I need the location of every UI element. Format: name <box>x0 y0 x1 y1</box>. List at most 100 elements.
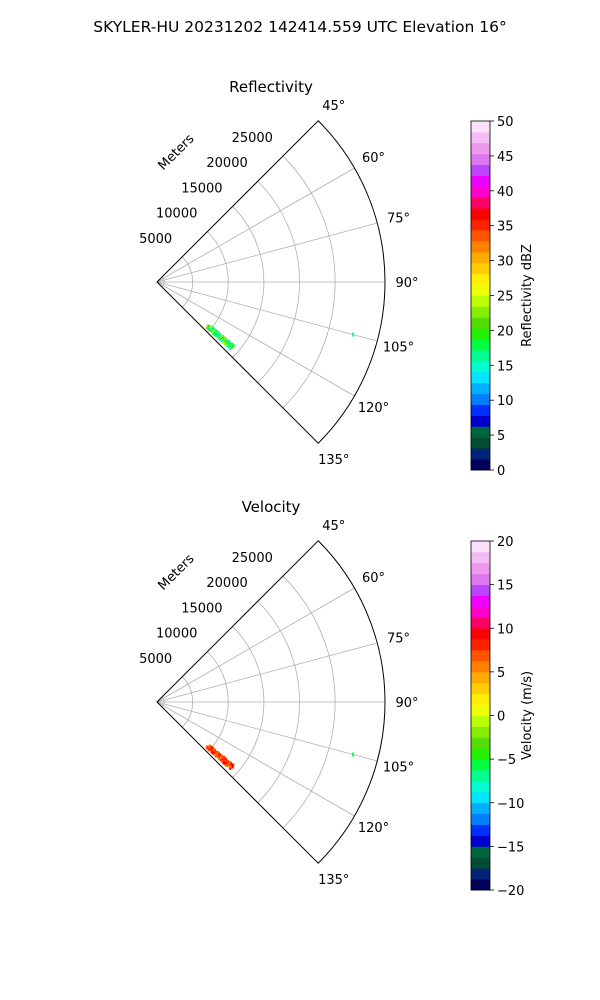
colorbar-segment <box>471 824 490 836</box>
colorbar-segment <box>471 671 490 684</box>
echo-gate <box>211 330 215 333</box>
colorbar-tick-label: −5 <box>497 753 516 768</box>
colorbar-segment <box>471 846 490 858</box>
colorbar-segment <box>471 328 490 340</box>
azimuth-gridline <box>156 222 378 283</box>
echo-gate <box>230 764 233 768</box>
radial-tick-label: 15000 <box>181 181 222 196</box>
colorbar-tick-label: 40 <box>497 185 514 200</box>
radial-axis-label: Meters <box>156 551 198 593</box>
colorbar-tick-label: 50 <box>497 115 514 130</box>
colorbar-segment <box>471 230 490 242</box>
colorbar-segment <box>471 573 490 586</box>
colorbar-segment <box>471 715 490 727</box>
echo-gate <box>229 767 232 770</box>
theta-tick-label: 60° <box>362 151 385 166</box>
echo-gate <box>224 762 227 765</box>
echo-gate <box>228 344 232 348</box>
colorbar-segment <box>471 617 490 629</box>
echo-gate <box>213 329 216 333</box>
echo-gate <box>208 744 212 747</box>
echo-gate <box>210 746 213 750</box>
colorbar-segment <box>471 121 490 133</box>
echo-gate <box>215 333 218 337</box>
echo-gate <box>212 332 216 336</box>
colorbar-segment <box>471 606 490 618</box>
echo-gate <box>213 749 216 752</box>
echo-gate <box>211 747 215 751</box>
colorbar-tick-label: −20 <box>497 884 524 899</box>
sector-outline <box>156 120 386 444</box>
colorbar-segment <box>471 802 490 815</box>
azimuth-gridline <box>156 281 378 342</box>
colorbar-segment <box>471 770 490 782</box>
colorbar-segment <box>471 426 490 438</box>
colorbar-tick-label: 20 <box>497 324 514 339</box>
azimuth-gridline <box>156 701 378 762</box>
echo-gate <box>231 764 234 768</box>
colorbar-tick-label: 5 <box>497 429 505 444</box>
colorbar-segment <box>471 262 490 275</box>
radial-tick-label: 5000 <box>139 652 172 667</box>
colorbar-tick-label: 35 <box>497 220 514 235</box>
colorbar-segment <box>471 541 490 553</box>
colorbar-segment <box>471 164 490 176</box>
colorbar-segment <box>471 393 490 405</box>
echo-gate <box>218 335 221 339</box>
echo-gate <box>220 759 224 763</box>
echo-gate <box>207 324 211 327</box>
colorbar-segment <box>471 153 490 166</box>
theta-tick-label: 75° <box>387 211 410 226</box>
echo-gate <box>208 746 211 750</box>
colorbar-segment <box>471 628 490 640</box>
echo-gate <box>217 752 220 755</box>
echo-gate <box>225 760 228 763</box>
colorbar-segment <box>471 595 490 607</box>
echo-gate <box>217 332 220 335</box>
echo-gate <box>207 748 211 751</box>
echo-gate <box>224 342 227 345</box>
echo-gate <box>224 343 227 346</box>
echo-gate <box>215 332 219 335</box>
colorbar-tick-label: 10 <box>497 622 514 637</box>
theta-tick-label: 120° <box>358 821 389 836</box>
colorbar-segment <box>471 437 490 449</box>
colorbar-segment <box>471 175 490 187</box>
azimuth-gridline <box>156 281 355 397</box>
colorbar-segment <box>471 306 490 318</box>
echo-gate <box>207 327 210 331</box>
echo-gate <box>215 752 219 755</box>
colorbar-segment <box>471 208 490 220</box>
azimuth-gridline <box>156 701 355 817</box>
theta-tick-label: 105° <box>383 341 414 356</box>
echo-gate <box>209 325 212 329</box>
colorbar-tick-label: 15 <box>497 359 514 374</box>
echo-gate <box>227 340 230 343</box>
colorbar-tick-label: −15 <box>497 840 524 855</box>
colorbar-segment <box>471 339 490 351</box>
echo-gate <box>222 761 226 764</box>
colorbar-segment <box>471 835 490 847</box>
reflectivity-panel: Reflectivity 45° 60° 75° 90° 105° 120° 135° 5000… <box>139 78 535 479</box>
colorbar-segment <box>471 371 490 384</box>
colorbar-segment <box>471 415 490 427</box>
colorbar-tick-label: 0 <box>497 710 505 725</box>
colorbar-segment <box>471 704 490 716</box>
radial-tick-label: 25000 <box>232 131 273 146</box>
echo-gate <box>228 762 231 765</box>
echo-gate <box>217 754 221 758</box>
echo-gate <box>222 336 225 340</box>
colorbar-tick-label: 45 <box>497 150 514 165</box>
colorbar-segment <box>471 868 490 880</box>
colorbar-segment <box>471 317 490 329</box>
echo-gate <box>220 754 223 758</box>
colorbar-segment <box>471 584 490 596</box>
colorbar-label: Velocity (m/s) <box>520 671 535 760</box>
azimuth-gridline <box>156 167 355 283</box>
isolated-echo <box>352 752 355 757</box>
isolated-echo <box>352 332 355 337</box>
colorbar-segment <box>471 131 490 144</box>
echo-gate <box>225 340 228 343</box>
colorbar-segment <box>471 382 490 395</box>
echo-gate <box>222 756 226 760</box>
